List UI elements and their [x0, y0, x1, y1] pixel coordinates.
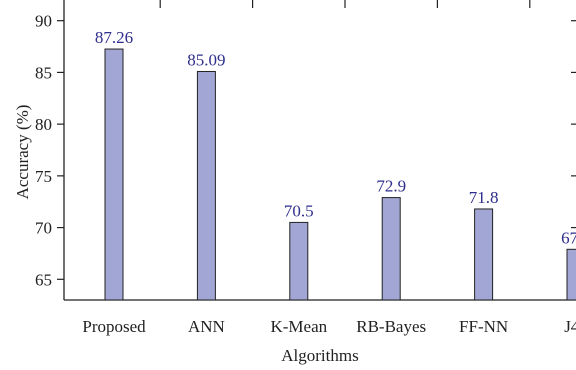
bar-value-label: 71.8 [469, 188, 499, 207]
x-tick-label: K-Mean [270, 317, 327, 336]
x-tick-label: FF-NN [459, 317, 508, 336]
top-axis-ticks [159, 0, 531, 8]
bars: 87.26 85.09 70.5 72.9 71.8 67.9 [95, 28, 576, 301]
x-axis: Proposed ANN K-Mean RB-Bayes FF-NN J48 [82, 317, 576, 336]
x-tick-label: Proposed [82, 317, 146, 336]
bar-rb-bayes [381, 197, 401, 301]
bar-value-label: 85.09 [187, 50, 225, 69]
x-tick-label: RB-Bayes [356, 317, 426, 336]
bar-proposed [104, 48, 124, 301]
y-axis: 65 70 75 80 85 90 [35, 12, 64, 289]
y-tick-label: 90 [35, 12, 52, 31]
y-tick-label: 85 [35, 63, 52, 82]
bar-value-label: 87.26 [95, 28, 133, 47]
y-axis-title: Accuracy (%) [13, 105, 32, 200]
bar-ann [196, 70, 216, 301]
bar-ff-nn [474, 208, 494, 301]
bar-value-label: 70.5 [284, 201, 314, 220]
bar-value-label: 67.9 [561, 228, 576, 247]
y-tick-label: 80 [35, 115, 52, 134]
bar-j48 [566, 248, 576, 301]
y-tick-label: 75 [35, 167, 52, 186]
x-tick-label: J48 [564, 317, 576, 336]
plot-frame [63, 0, 576, 301]
bar-value-label: 72.9 [376, 177, 406, 196]
y-tick-label: 65 [35, 270, 52, 289]
right-axis-ticks [571, 20, 576, 280]
y-tick-label: 70 [35, 219, 52, 238]
x-tick-label: ANN [188, 317, 225, 336]
x-axis-title: Algorithms [281, 346, 358, 365]
bar-k-mean [289, 221, 309, 301]
